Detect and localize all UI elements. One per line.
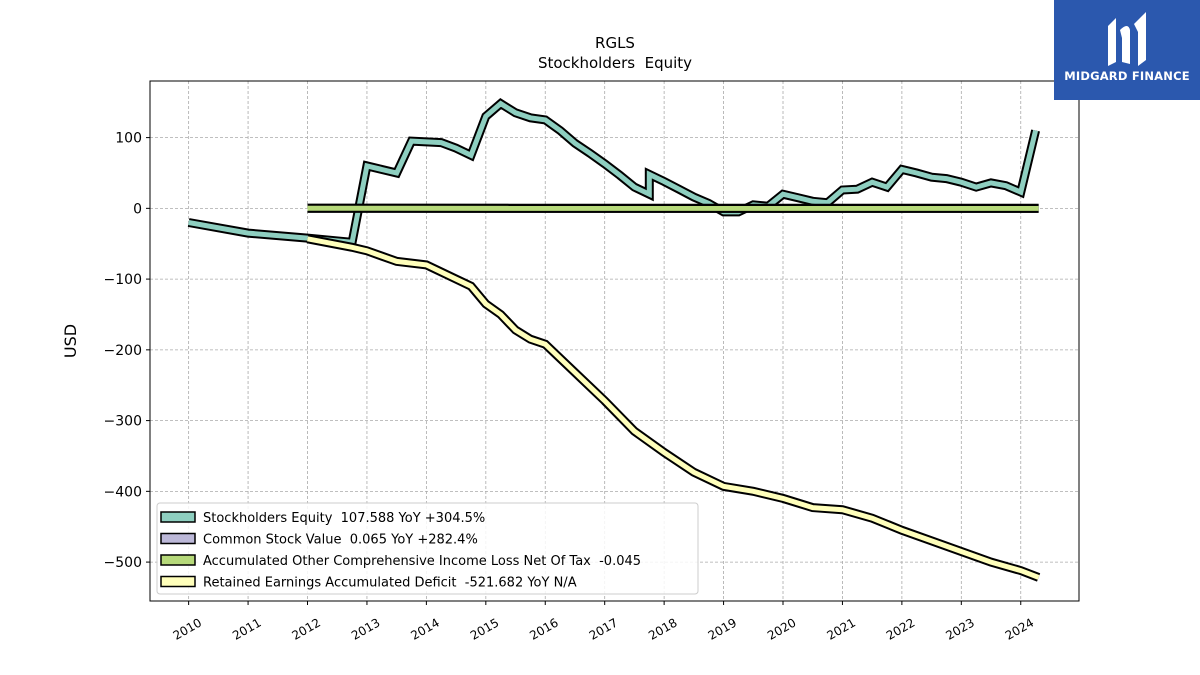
x-tick-label: 2024 [1003,615,1036,642]
brand-mark-icon [1108,12,1146,66]
legend-swatch [160,511,196,523]
brand-logo: MIDGARD FINANCE [1054,0,1200,100]
legend-swatch [160,554,196,566]
x-tick-label: 2010 [171,615,204,642]
y-tick-label: −100 [104,272,142,288]
series-line [307,236,1040,580]
legend-label: Accumulated Other Comprehensive Income L… [203,554,641,569]
x-ticks: 2010 2011 2012 2013 2014 2015 2016 2017 2018 2019… [171,601,1036,643]
series-line [188,100,1039,246]
x-tick-label: 2020 [765,615,798,642]
x-tick-label: 2019 [706,615,739,642]
legend-label: Retained Earnings Accumulated Deficit -5… [203,576,577,591]
y-tick-label: −500 [104,555,142,571]
legend: Stockholders Equity 107.588 YoY +304.5% C… [156,502,699,595]
legend-swatch [160,575,196,588]
legend-label: Stockholders Equity 107.588 YoY +304.5% [203,511,485,526]
series-layer [187,98,1041,582]
series-retained-earnings-accumulated-deficit [306,234,1041,582]
brand-name: MIDGARD FINANCE [1064,69,1190,83]
legend-swatch [160,532,196,545]
x-tick-label: 2021 [824,615,857,642]
plot-frame [149,80,1080,602]
y-tick-label: −200 [104,343,142,359]
x-tick-label: 2018 [646,615,679,642]
y-tick-label: 0 [133,201,142,217]
legend-label: Common Stock Value 0.065 YoY +282.4% [203,533,478,548]
x-tick-label: 2015 [468,615,501,642]
series-stockholders-equity [187,98,1040,248]
x-tick-label: 2013 [349,615,382,642]
x-tick-label: 2012 [290,615,323,642]
x-tick-label: 2014 [408,615,441,642]
x-tick-label: 2022 [884,615,917,642]
y-tick-label: −400 [104,484,142,500]
x-tick-label: 2023 [943,615,976,642]
legend-box [156,502,699,595]
y-ticks: 100 0 −100 −200 −300 −400 −500 [104,131,150,571]
x-tick-label: 2017 [587,615,620,642]
y-tick-label: −300 [104,414,142,430]
y-tick-label: 100 [115,131,142,147]
chart-title: RGLS [595,34,635,52]
chart-subtitle: Stockholders Equity [538,54,692,72]
y-axis-label: USD [61,324,80,358]
x-tick-label: 2011 [230,615,263,642]
x-tick-label: 2016 [527,615,560,642]
